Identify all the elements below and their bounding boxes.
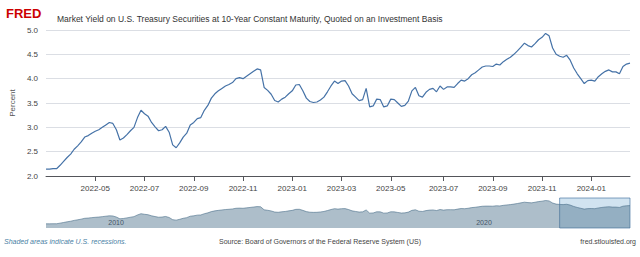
svg-text:2023-07: 2023-07: [429, 184, 459, 193]
svg-text:2.5: 2.5: [27, 147, 39, 156]
svg-text:4.0: 4.0: [27, 74, 39, 83]
svg-text:2023-03: 2023-03: [327, 184, 357, 193]
svg-text:2023-11: 2023-11: [528, 184, 557, 193]
svg-text:2023-01: 2023-01: [278, 184, 308, 193]
svg-text:FRED: FRED: [6, 6, 41, 21]
svg-text:Percent: Percent: [8, 88, 17, 116]
svg-text:3.5: 3.5: [27, 99, 39, 108]
svg-text:Market Yield on U.S. Treasury: Market Yield on U.S. Treasury Securities…: [57, 14, 443, 24]
svg-text:fred.stlouisfed.org: fred.stlouisfed.org: [580, 238, 636, 246]
svg-text:2022-11: 2022-11: [229, 184, 258, 193]
svg-text:2022-05: 2022-05: [81, 184, 111, 193]
svg-text:5.0: 5.0: [27, 26, 39, 35]
svg-text:2022-07: 2022-07: [130, 184, 160, 193]
svg-text:Source: Board of Governors of: Source: Board of Governors of the Federa…: [219, 238, 421, 246]
svg-text:Shaded areas indicate U.S. rec: Shaded areas indicate U.S. recessions.: [4, 238, 127, 245]
svg-text:2020: 2020: [476, 219, 492, 226]
svg-text:3.0: 3.0: [27, 123, 39, 132]
svg-text:2023-05: 2023-05: [376, 184, 406, 193]
svg-text:2024-01: 2024-01: [577, 184, 607, 193]
svg-text:2023-09: 2023-09: [478, 184, 508, 193]
svg-text:4.5: 4.5: [27, 50, 39, 59]
svg-text:2022-09: 2022-09: [179, 184, 209, 193]
svg-text:2.0: 2.0: [27, 172, 39, 181]
svg-text:2010: 2010: [108, 219, 124, 226]
